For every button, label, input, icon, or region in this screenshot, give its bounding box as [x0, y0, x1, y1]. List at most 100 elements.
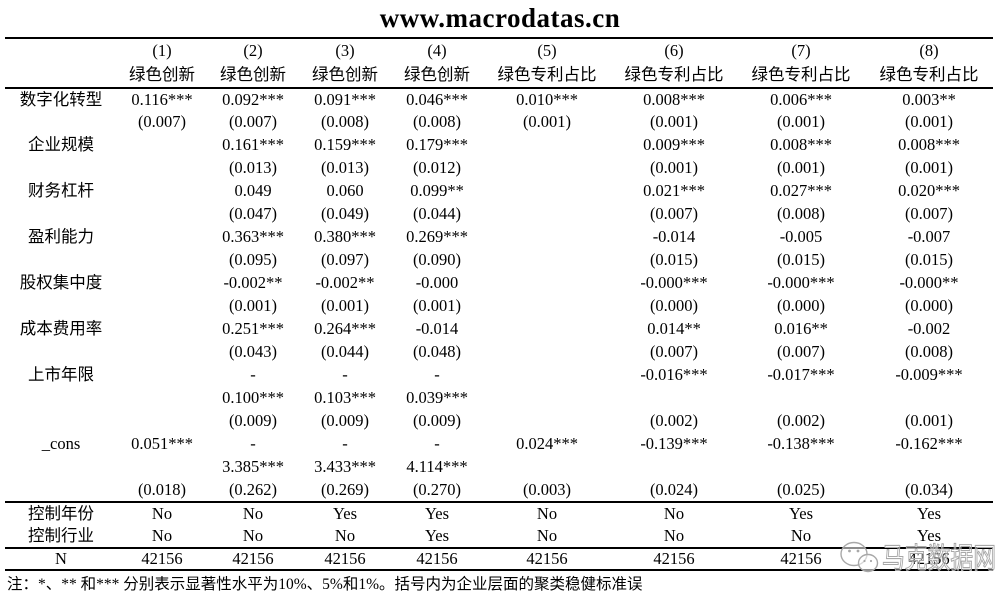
table-cell: (0.009) — [412, 411, 462, 431]
row-label — [5, 410, 117, 433]
observations-row: N 42156 42156 42156 42156 42156 42156 42156 4215… — [5, 548, 993, 570]
table-cell: (6) — [664, 40, 684, 60]
table-cell: -0.002** — [315, 273, 375, 293]
table-row: 企业规模 0.161*** 0.159*** 0.179*** 0.009*** 0.00… — [5, 134, 993, 157]
table-cell: 0.027*** — [770, 181, 832, 201]
table-cell: 绿色创新 — [220, 64, 286, 84]
table-cell: (0.013) — [228, 158, 278, 178]
control-row: 控制年份 No No Yes Yes No No Yes Yes — [5, 502, 993, 525]
table-row: (0.047) (0.049) (0.044) (0.007) (0.008) (0.00… — [5, 203, 993, 226]
row-label: 财务杠杆 — [28, 181, 94, 201]
table-cell: (0.270) — [412, 479, 462, 499]
row-label — [5, 38, 117, 63]
table-cell — [483, 226, 611, 249]
table-cell: 42156 — [780, 548, 822, 568]
table-cell: (0.034) — [904, 479, 954, 499]
table-cell — [483, 364, 611, 387]
table-cell: 0.051*** — [131, 434, 193, 454]
table-cell: 0.179*** — [406, 135, 468, 155]
table-cell — [483, 318, 611, 341]
table-cell: 42156 — [324, 548, 366, 568]
table-cell: (0.001) — [776, 112, 826, 132]
table-cell: (0.015) — [904, 250, 954, 270]
table-cell: (5) — [537, 40, 557, 60]
row-label: _cons — [41, 434, 81, 454]
table-cell: (8) — [919, 40, 939, 60]
table-cell — [117, 456, 207, 479]
table-cell: (0.009) — [228, 411, 278, 431]
table-cell — [483, 456, 611, 479]
table-cell: -0.000 — [415, 273, 459, 293]
control-row: 控制行业 No No No Yes No No No Yes — [5, 525, 993, 548]
table-cell: Yes — [788, 503, 813, 523]
header-row: 绿色创新 绿色创新 绿色创新 绿色创新 绿色专利占比 绿色专利占比 绿色专利占比 绿色专利占比 — [5, 63, 993, 88]
table-row: (0.001) (0.001) (0.001) (0.000) (0.000) (0.00… — [5, 295, 993, 318]
table-cell: (0.097) — [320, 250, 370, 270]
table-cell — [117, 272, 207, 295]
table-row: (0.009) (0.009) (0.009) (0.002) (0.002) (0.00… — [5, 410, 993, 433]
row-label: 股权集中度 — [19, 273, 103, 293]
table-row: 股权集中度 -0.002** -0.002** -0.000 -0.000*** -0.0… — [5, 272, 993, 295]
table-cell: -0.014 — [415, 319, 459, 339]
table-cell — [117, 134, 207, 157]
row-label — [5, 63, 117, 88]
table-cell: 0.008*** — [898, 135, 960, 155]
table-cell — [865, 387, 993, 410]
table-cell: (7) — [791, 40, 811, 60]
table-cell: (3) — [335, 40, 355, 60]
table-cell: 0.003** — [902, 89, 956, 109]
table-cell: (0.024) — [649, 479, 699, 499]
table-cell: (0.009) — [320, 411, 370, 431]
table-cell: - — [342, 365, 348, 385]
table-cell: 0.046*** — [406, 89, 468, 109]
table-cell: 绿色专利占比 — [751, 64, 851, 84]
table-cell — [737, 387, 865, 410]
table-cell: 绿色创新 — [312, 64, 378, 84]
table-cell: (0.007) — [228, 112, 278, 132]
table-cell: (0.043) — [228, 342, 278, 362]
table-cell: (0.007) — [137, 112, 187, 132]
table-cell — [117, 180, 207, 203]
row-label: 成本费用率 — [19, 319, 103, 339]
table-cell: (0.049) — [320, 204, 370, 224]
row-label: 数字化转型 — [19, 89, 103, 109]
table-cell — [483, 203, 611, 226]
table-cell: 绿色专利占比 — [879, 64, 979, 84]
table-cell: 42156 — [141, 548, 183, 568]
table-cell: -0.000** — [899, 273, 959, 293]
table-row: 3.385*** 3.433*** 4.114*** — [5, 456, 993, 479]
table-cell: No — [536, 525, 558, 545]
table-cell: 0.008*** — [770, 135, 832, 155]
table-cell: No — [151, 503, 173, 523]
table-cell: No — [663, 525, 685, 545]
table-cell: 42156 — [416, 548, 458, 568]
table-cell: (4) — [427, 40, 447, 60]
header-row: (1) (2) (3) (4) (5) (6) (7) (8) — [5, 38, 993, 63]
table-cell: 0.009*** — [643, 135, 705, 155]
table-cell: 42156 — [232, 548, 274, 568]
table-cell: -0.007 — [907, 227, 951, 247]
table-cell — [611, 456, 737, 479]
table-cell: - — [250, 365, 256, 385]
table-cell: (0.008) — [412, 112, 462, 132]
table-cell — [483, 157, 611, 180]
table-cell: (0.269) — [320, 479, 370, 499]
table-cell: (0.015) — [649, 250, 699, 270]
table-cell: 0.014** — [647, 319, 701, 339]
table-cell: No — [536, 503, 558, 523]
page-title: www.macrodatas.cn — [379, 3, 621, 33]
table-row: (0.095) (0.097) (0.090) (0.015) (0.015) (0.01… — [5, 249, 993, 272]
table-cell: 绿色专利占比 — [624, 64, 724, 84]
table-cell — [117, 387, 207, 410]
table-cell: (0.044) — [320, 342, 370, 362]
table-cell: (0.002) — [776, 411, 826, 431]
table-row: _cons 0.051*** - - - 0.024*** -0.139*** -0.138*… — [5, 433, 993, 456]
table-cell: (0.095) — [228, 250, 278, 270]
table-cell: 0.363*** — [222, 227, 284, 247]
table-cell: (0.001) — [904, 411, 954, 431]
table-cell: (0.008) — [776, 204, 826, 224]
table-note: 注：*、** 和*** 分别表示显著性水平为10%、5%和1%。括号内为企业层面… — [7, 576, 643, 593]
table-cell: 3.433*** — [314, 457, 376, 477]
table-cell: (0.003) — [522, 479, 572, 499]
table-cell: No — [663, 503, 685, 523]
